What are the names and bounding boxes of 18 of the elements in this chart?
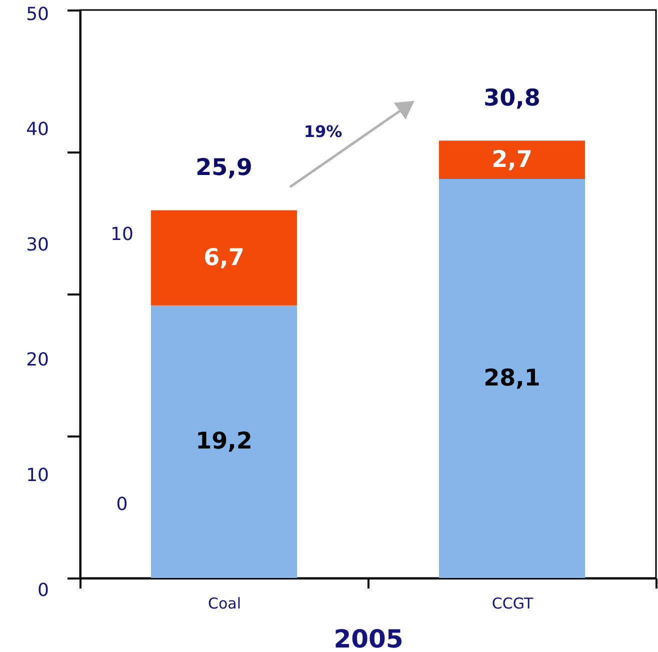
- total-label: 30,8: [484, 86, 540, 112]
- text: 30: [26, 234, 49, 256]
- text: 10: [26, 464, 49, 486]
- annotation: 10: [110, 224, 134, 245]
- text: 40: [26, 119, 49, 140]
- data-label: 2,7: [492, 146, 532, 173]
- text: 20: [26, 350, 49, 371]
- x-axis-title: 2005: [334, 624, 404, 652]
- annotation: 0: [116, 494, 128, 515]
- data-label: 19,2: [196, 428, 252, 455]
- data-label: 6,7: [204, 244, 244, 271]
- total-label: 25,9: [196, 155, 252, 182]
- x-tick-label: Coal: [208, 594, 242, 612]
- annotation: 19%: [304, 122, 342, 141]
- text: 0: [38, 580, 49, 601]
- data-label: 28,1: [484, 365, 540, 392]
- x-tick-label: CCGT: [492, 594, 534, 612]
- text: 50: [26, 4, 49, 25]
